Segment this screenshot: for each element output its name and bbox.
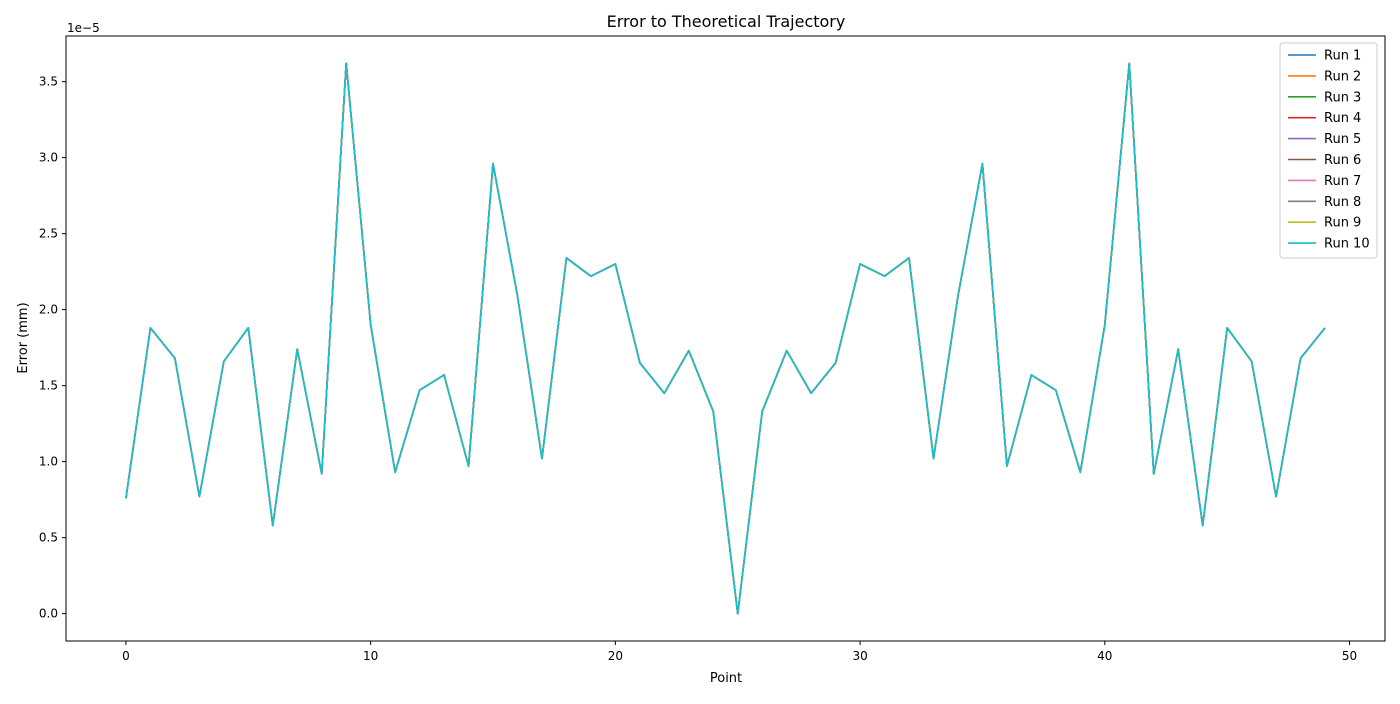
series-line-run-10 <box>125 62 1326 615</box>
x-tick-label: 50 <box>1342 649 1357 663</box>
legend: Run 1 Run 2 Run 3 Run 4 Run 5 Run 6 Run 7 Run 8… <box>1279 42 1378 259</box>
x-tick-label: 20 <box>608 649 623 663</box>
y-tick-label: 3.0 <box>39 151 58 165</box>
legend-label-run-10: Run 10 <box>1324 237 1370 252</box>
y-tick-label: 1.0 <box>39 455 58 469</box>
y-tick-label: 2.5 <box>39 227 58 241</box>
y-tick-label: 3.5 <box>39 75 58 89</box>
x-axis-label: Point <box>710 671 742 686</box>
legend-label-run-8: Run 8 <box>1324 195 1361 210</box>
legend-label-run-3: Run 3 <box>1324 90 1361 105</box>
legend-label-run-1: Run 1 <box>1324 49 1361 64</box>
x-tick-label: 30 <box>852 649 867 663</box>
legend-label-run-5: Run 5 <box>1324 132 1361 147</box>
legend-label-run-9: Run 9 <box>1324 216 1361 231</box>
y-tick-label: 0.0 <box>39 607 58 621</box>
x-tick-label: 10 <box>363 649 378 663</box>
y-axis-label: Error (mm) <box>16 302 31 373</box>
chart-title: Error to Theoretical Trajectory <box>607 12 846 31</box>
x-tick-label: 0 <box>122 649 130 663</box>
legend-label-run-4: Run 4 <box>1324 111 1361 126</box>
plot-area: 0 10 20 30 40 50 0.0 0.5 1.0 1.5 2.0 2.5 3.0 3.5 <box>39 35 1386 663</box>
y-tick-label: 0.5 <box>39 531 58 545</box>
legend-label-run-7: Run 7 <box>1324 174 1361 189</box>
y-offset-label: 1e−5 <box>67 21 100 35</box>
y-tick-label: 2.0 <box>39 303 58 317</box>
y-tick-label: 1.5 <box>39 379 58 393</box>
legend-label-run-6: Run 6 <box>1324 153 1361 168</box>
legend-label-run-2: Run 2 <box>1324 69 1361 84</box>
axes-frame <box>65 35 1386 642</box>
x-tick-label: 40 <box>1097 649 1112 663</box>
